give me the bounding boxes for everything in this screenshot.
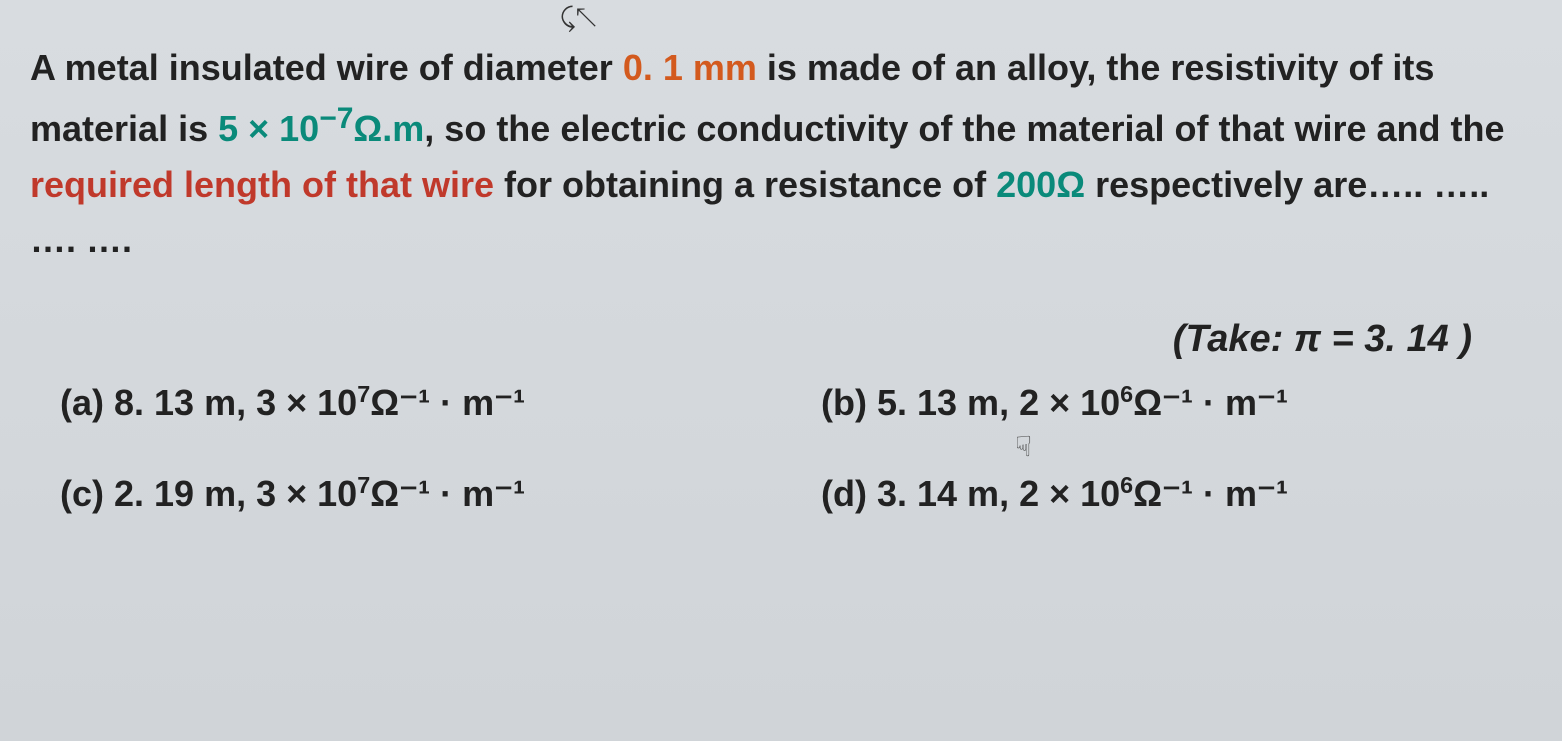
take-value: 3. 14 bbox=[1364, 318, 1449, 360]
resistivity-value: 5 × 10−7Ω.m bbox=[218, 108, 424, 149]
option-d[interactable]: (d) 3. 14 m, 2 × 106Ω⁻¹ · m⁻¹ bbox=[821, 472, 1502, 515]
option-c-coef: 3 × 10 bbox=[256, 473, 357, 514]
option-c-label: (c) bbox=[60, 473, 114, 514]
option-c-sep: , bbox=[236, 473, 256, 514]
option-b-sep: , bbox=[999, 382, 1019, 423]
option-b-label: (b) bbox=[821, 382, 877, 423]
question-part3: , so the electric conductivity of the ma… bbox=[424, 108, 1504, 149]
option-d-label: (d) bbox=[821, 473, 877, 514]
option-c-exp: 7 bbox=[357, 472, 370, 498]
resistivity-exp: −7 bbox=[319, 102, 353, 135]
take-close: ) bbox=[1449, 318, 1472, 360]
option-d-sep: , bbox=[999, 473, 1019, 514]
option-d-length: 3. 14 m bbox=[877, 473, 999, 514]
option-b-exp: 6 bbox=[1120, 381, 1133, 407]
option-b-unit: Ω⁻¹ · m⁻¹ bbox=[1133, 382, 1288, 423]
hand-cursor-icon: ☟ bbox=[1015, 430, 1032, 463]
option-b-length: 5. 13 m bbox=[877, 382, 999, 423]
take-eq: = bbox=[1321, 318, 1364, 360]
question-page: ⤹↖ A metal insulated wire of diameter 0.… bbox=[0, 0, 1562, 545]
option-b-coef: 2 × 10 bbox=[1019, 382, 1120, 423]
question-text: A metal insulated wire of diameter 0. 1 … bbox=[30, 40, 1532, 268]
option-c-unit: Ω⁻¹ · m⁻¹ bbox=[370, 473, 525, 514]
option-c[interactable]: (c) 2. 19 m, 3 × 107Ω⁻¹ · m⁻¹ bbox=[60, 472, 741, 515]
option-d-exp: 6 bbox=[1120, 472, 1133, 498]
diameter-value: 0. 1 mm bbox=[623, 47, 757, 88]
resistance-value: 200Ω bbox=[996, 164, 1085, 205]
option-a-unit: Ω⁻¹ · m⁻¹ bbox=[370, 382, 525, 423]
option-d-coef: 2 × 10 bbox=[1019, 473, 1120, 514]
resistivity-unit: Ω.m bbox=[353, 108, 424, 149]
question-part4: for obtaining a resistance of bbox=[494, 164, 996, 205]
option-a-length: 8. 13 m bbox=[114, 382, 236, 423]
take-label: (Take: bbox=[1173, 318, 1294, 360]
option-a-label: (a) bbox=[60, 382, 114, 423]
option-b[interactable]: (b) 5. 13 m, 2 × 106Ω⁻¹ · m⁻¹ bbox=[821, 381, 1502, 424]
option-a-sep: , bbox=[236, 382, 256, 423]
option-c-length: 2. 19 m bbox=[114, 473, 236, 514]
resistivity-coef: 5 × 10 bbox=[218, 108, 319, 149]
pi-symbol: π bbox=[1294, 318, 1321, 360]
question-part1: A metal insulated wire of diameter bbox=[30, 47, 623, 88]
option-a-exp: 7 bbox=[357, 381, 370, 407]
decorative-cursor-icon: ⤹↖ bbox=[560, 2, 596, 34]
options-grid: (a) 8. 13 m, 3 × 107Ω⁻¹ · m⁻¹ (b) 5. 13 … bbox=[30, 381, 1532, 515]
required-length-phrase: required length of that wire bbox=[30, 164, 494, 205]
option-d-unit: Ω⁻¹ · m⁻¹ bbox=[1133, 473, 1288, 514]
option-a[interactable]: (a) 8. 13 m, 3 × 107Ω⁻¹ · m⁻¹ bbox=[60, 381, 741, 424]
take-note: (Take: π = 3. 14 ) bbox=[30, 318, 1532, 361]
option-a-coef: 3 × 10 bbox=[256, 382, 357, 423]
